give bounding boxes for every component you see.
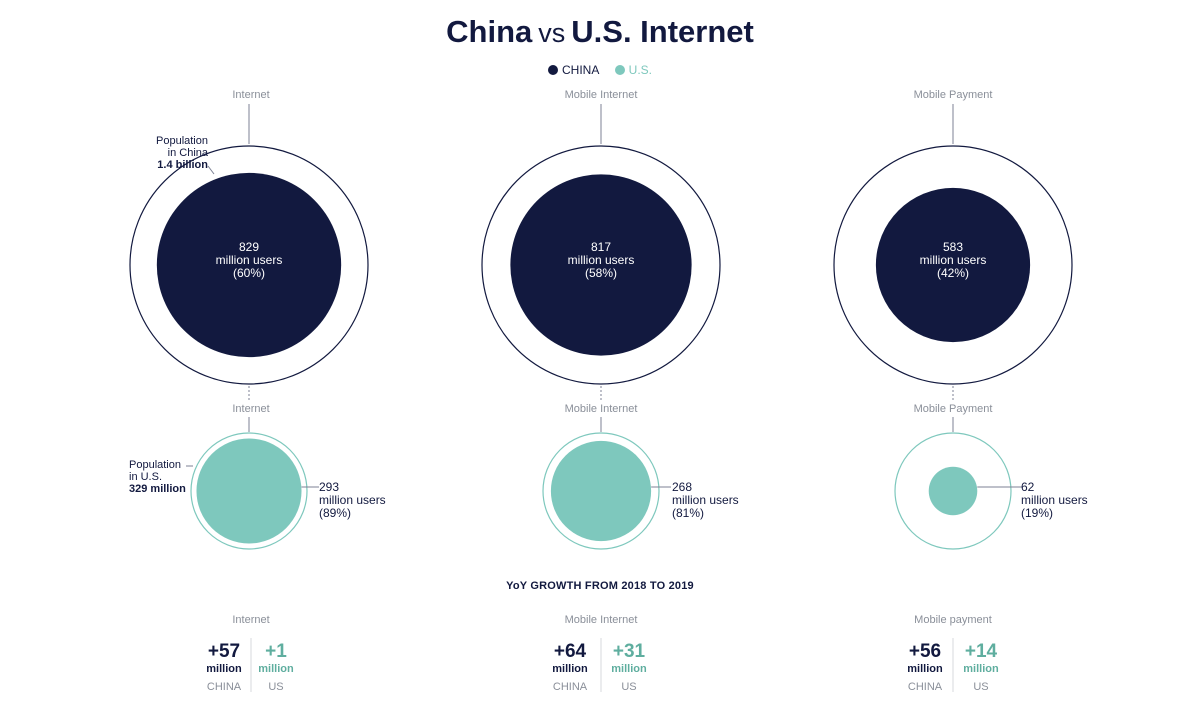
us-internet-unit: million users bbox=[319, 493, 386, 507]
growth-internet-china-label: CHINA bbox=[206, 681, 242, 693]
china-internet-value: 829 bbox=[238, 240, 260, 254]
us-users-bubble-mobile-payment bbox=[928, 466, 978, 516]
growth-internet-china: +57 million CHINA bbox=[194, 641, 254, 694]
growth-mobile-payment-us-unit: million bbox=[963, 663, 999, 675]
us-category-label-internet: Internet bbox=[232, 403, 270, 415]
us-mobile-payment-value-text: 62 million users (19%) bbox=[1021, 481, 1088, 520]
us-mobile-payment-value: 62 bbox=[1021, 480, 1035, 494]
growth-mobile-internet-china: +64 million CHINA bbox=[540, 641, 600, 694]
growth-category-label-internet: Internet bbox=[232, 614, 270, 626]
growth-internet-china-unit: million bbox=[206, 663, 242, 675]
us-mobile-payment-unit: million users bbox=[1021, 493, 1088, 507]
china-population-label-line1: Population bbox=[156, 135, 208, 147]
growth-mobile-payment-china-value: +56 bbox=[908, 641, 942, 662]
china-mobile-payment-pct: (42%) bbox=[936, 266, 969, 280]
growth-mobile-payment-us: +14 million US bbox=[951, 641, 1011, 694]
growth-mobile-payment-china-unit: million bbox=[907, 663, 943, 675]
legend-china-label: CHINA bbox=[561, 63, 600, 77]
china-population-annotation: Population in China 1.4 billion bbox=[140, 135, 208, 171]
china-category-label-mobile-internet: Mobile Internet bbox=[564, 89, 638, 101]
china-mobile-internet-value-text: 817 million users (58%) bbox=[531, 241, 671, 280]
growth-mobile-payment-china: +56 million CHINA bbox=[895, 641, 955, 694]
growth-mobile-payment-us-value: +14 bbox=[964, 641, 998, 662]
legend: CHINA U.S. bbox=[0, 63, 1200, 77]
growth-title: YoY GROWTH FROM 2018 TO 2019 bbox=[506, 580, 694, 592]
us-mobile-internet-value-text: 268 million users (81%) bbox=[672, 481, 739, 520]
china-mobile-payment-value-text: 583 million users (42%) bbox=[883, 241, 1023, 280]
legend-us-dot bbox=[614, 65, 625, 75]
china-population-ring-mobile-payment bbox=[833, 145, 1073, 385]
china-users-bubble-mobile-internet bbox=[510, 174, 692, 356]
us-population-label-line2: in U.S. bbox=[129, 471, 163, 483]
title-china: China bbox=[446, 14, 533, 49]
china-mobile-internet-pct: (58%) bbox=[584, 266, 617, 280]
chart-title: China vs U.S. Internet bbox=[0, 14, 1200, 50]
us-population-ring-internet bbox=[190, 432, 308, 550]
china-population-ring-internet bbox=[129, 145, 369, 385]
us-mobile-internet-value: 268 bbox=[672, 480, 693, 494]
us-mobile-payment-pct: (19%) bbox=[1021, 506, 1054, 520]
title-vs: vs bbox=[538, 18, 566, 48]
china-mobile-internet-value: 817 bbox=[590, 240, 612, 254]
us-population-ring-mobile-internet bbox=[542, 432, 660, 550]
china-internet-pct: (60%) bbox=[232, 266, 265, 280]
legend-china-dot bbox=[547, 65, 558, 75]
china-users-bubble-internet bbox=[156, 172, 342, 358]
legend-us-label: U.S. bbox=[628, 63, 653, 77]
growth-internet-china-value: +57 bbox=[207, 641, 241, 662]
us-mobile-internet-pct: (81%) bbox=[672, 506, 705, 520]
us-category-label-mobile-payment: Mobile Payment bbox=[913, 403, 993, 415]
growth-mobile-internet-china-value: +64 bbox=[553, 641, 587, 662]
china-category-label-mobile-payment: Mobile Payment bbox=[913, 89, 993, 101]
us-population-annotation: Population in U.S. 329 million bbox=[129, 459, 199, 495]
us-internet-value-text: 293 million users (89%) bbox=[319, 481, 386, 520]
us-mobile-internet-unit: million users bbox=[672, 493, 739, 507]
growth-mobile-internet-china-unit: million bbox=[552, 663, 588, 675]
china-internet-value-text: 829 million users (60%) bbox=[179, 241, 319, 280]
china-mobile-payment-value: 583 bbox=[942, 240, 964, 254]
us-population-label-line1: Population bbox=[129, 459, 181, 471]
legend-item-us: U.S. bbox=[614, 63, 653, 77]
china-mobile-internet-unit: million users bbox=[567, 253, 635, 267]
growth-mobile-internet-us-value: +31 bbox=[612, 641, 646, 662]
china-population-value: 1.4 billion bbox=[157, 159, 208, 171]
legend-item-china: CHINA bbox=[547, 63, 600, 77]
title-us-internet: U.S. Internet bbox=[571, 14, 754, 49]
growth-mobile-payment-china-label: CHINA bbox=[907, 681, 943, 693]
china-category-label-internet: Internet bbox=[232, 89, 270, 101]
us-category-label-mobile-internet: Mobile Internet bbox=[564, 403, 638, 415]
china-population-label-line2: in China bbox=[167, 147, 208, 159]
china-users-bubble-mobile-payment bbox=[875, 187, 1031, 343]
growth-mobile-internet-us-unit: million bbox=[611, 663, 647, 675]
us-internet-pct: (89%) bbox=[319, 506, 352, 520]
us-users-bubble-internet bbox=[196, 438, 302, 544]
growth-mobile-internet-china-label: CHINA bbox=[552, 681, 588, 693]
growth-internet-us-value: +1 bbox=[265, 641, 287, 662]
growth-internet-us-unit: million bbox=[258, 663, 294, 675]
china-internet-unit: million users bbox=[215, 253, 283, 267]
us-internet-value: 293 bbox=[319, 480, 340, 494]
growth-internet-us-label: US bbox=[268, 681, 284, 693]
us-population-value: 329 million bbox=[129, 483, 186, 495]
china-population-ring-mobile-internet bbox=[481, 145, 721, 385]
growth-mobile-payment-us-label: US bbox=[973, 681, 989, 693]
growth-category-label-mobile-internet: Mobile Internet bbox=[564, 614, 638, 626]
growth-mobile-internet-us: +31 million US bbox=[599, 641, 659, 694]
us-population-ring-mobile-payment bbox=[894, 432, 1012, 550]
china-population-leader bbox=[207, 165, 215, 175]
growth-internet-us: +1 million US bbox=[246, 641, 306, 694]
growth-mobile-internet-us-label: US bbox=[621, 681, 637, 693]
growth-category-label-mobile-payment: Mobile payment bbox=[914, 614, 992, 626]
us-users-bubble-mobile-internet bbox=[550, 440, 652, 542]
china-mobile-payment-unit: million users bbox=[919, 253, 987, 267]
